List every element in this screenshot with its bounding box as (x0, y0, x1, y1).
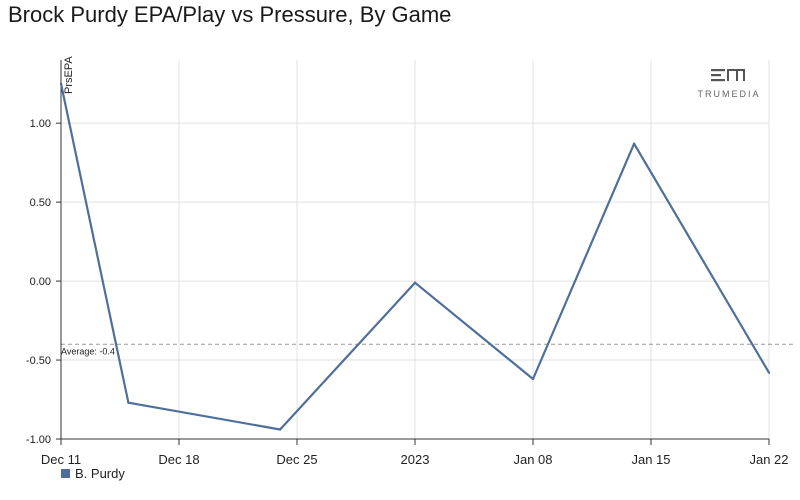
x-tick-label: Dec 11 (41, 452, 81, 467)
legend: B. Purdy (61, 466, 125, 481)
y-tick-label: -0.50 (26, 355, 51, 367)
trumedia-logo: TRUMEDIA (694, 68, 764, 99)
average-label: Average: -0.4 (61, 346, 115, 356)
x-tick-label: Dec 18 (158, 452, 199, 467)
average-line-group: Average: -0.4 (61, 343, 795, 356)
axes (56, 60, 770, 445)
y-tick-label: 1.00 (30, 118, 51, 130)
y-tick-label: 0.50 (30, 197, 51, 209)
trumedia-logo-text: TRUMEDIA (697, 89, 761, 99)
x-tick-label: Jan 15 (631, 452, 670, 467)
data-point (413, 281, 417, 284)
data-point (127, 401, 130, 404)
x-tick-label: Dec 25 (276, 452, 317, 467)
data-point (632, 142, 636, 145)
grid-lines (61, 60, 770, 440)
y-tick-label: -1.00 (26, 434, 51, 446)
x-tick-label: 2023 (401, 452, 430, 467)
legend-label: B. Purdy (75, 466, 125, 481)
data-point (531, 377, 535, 381)
tick-labels: 1.00 0.50 0.00 -0.50 -1.00 Dec 11 Dec 18 Dec 25… (26, 118, 789, 467)
y-axis-label: PrsEPA (63, 56, 75, 94)
chart-title: Brock Purdy EPA/Play vs Pressure, By Gam… (8, 2, 452, 27)
x-tick-label: Jan 08 (513, 452, 552, 467)
y-tick-label: 0.00 (30, 276, 51, 288)
data-series (59, 82, 771, 431)
x-tick-label: Jan 22 (749, 452, 788, 467)
trumedia-logo-icon (711, 69, 745, 82)
data-point (767, 371, 771, 374)
legend-swatch (61, 469, 70, 478)
data-point (278, 428, 282, 431)
data-point (59, 82, 63, 85)
